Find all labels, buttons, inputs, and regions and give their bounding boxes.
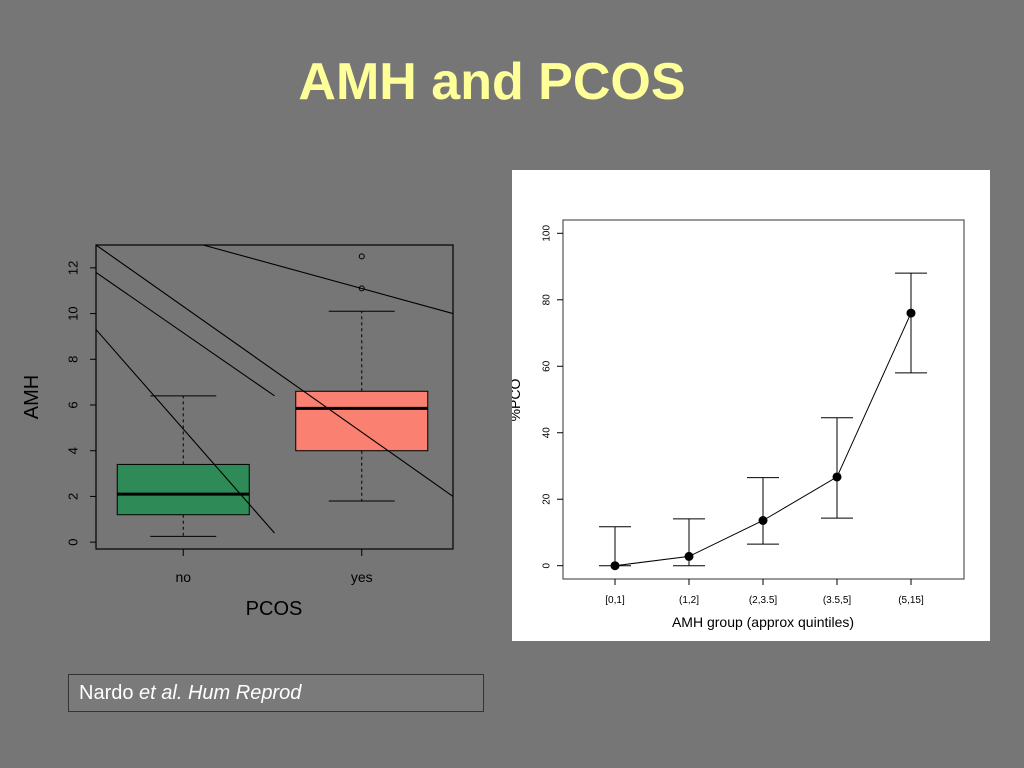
boxplot-outlier	[358, 253, 365, 260]
boxplot-outlier	[358, 285, 365, 292]
pco-x-tick-label: (5,15]	[898, 595, 924, 606]
boxplot-box-no	[116, 463, 250, 516]
pco-error-chart: 0 20 40 60 80 100 [0,1] (1,2] (2,3.5] (3.5,5] (5,…	[512, 170, 990, 641]
pco-data-point	[684, 551, 694, 561]
citation-author: Nardo	[79, 682, 134, 704]
pco-x-tick-label: (1,2]	[679, 595, 699, 606]
amh-boxplot: 0 2 4 6 8 10 12 no yes AMH PCOS	[21, 244, 454, 620]
citation-source: et al. Hum Reprod	[139, 682, 302, 704]
pco-chart-background	[512, 170, 990, 641]
boxplot-overlay-line	[95, 329, 275, 534]
citation-box: Nardo et al. Hum Reprod	[68, 674, 484, 712]
boxplot-y-tick-label: 6	[65, 401, 80, 408]
pco-data-point	[832, 472, 842, 482]
pco-x-tick-label: (2,3.5]	[749, 595, 778, 606]
boxplot-x-axis-label: PCOS	[246, 598, 303, 620]
pco-y-tick-label: 20	[542, 493, 553, 505]
pco-data-point	[906, 308, 916, 318]
pco-y-tick-label: 0	[542, 562, 553, 568]
boxplot-y-tick-label: 10	[65, 306, 80, 320]
pco-y-tick-label: 80	[542, 294, 553, 306]
pco-y-tick-label: 100	[542, 225, 553, 242]
pco-data-point	[610, 561, 620, 571]
pco-x-axis-label: AMH group (approx quintiles)	[672, 614, 854, 630]
pco-y-axis-label: %PCO	[512, 379, 523, 422]
boxplot-y-tick-label: 0	[65, 539, 80, 546]
boxplot-y-tick-label: 8	[65, 356, 80, 363]
slide-title: AMH and PCOS	[298, 53, 686, 111]
boxplot-y-tick-label: 2	[65, 493, 80, 500]
boxplot-x-tick-label: yes	[351, 569, 373, 585]
boxplot-overlay-line	[202, 244, 454, 315]
pco-x-tick-label: (3.5,5]	[823, 595, 852, 606]
pco-y-tick-label: 60	[542, 360, 553, 372]
boxplot-overlay-line	[95, 244, 454, 497]
boxplot-x-tick-label: no	[175, 569, 191, 585]
pco-data-point	[758, 515, 768, 525]
boxplot-y-axis-label: AMH	[21, 375, 43, 419]
pco-y-tick-label: 40	[542, 427, 553, 439]
boxplot-overlay-line	[95, 271, 275, 397]
boxplot-y-tick-label: 4	[65, 447, 80, 454]
boxplot-plot-frame	[95, 244, 454, 550]
boxplot-y-tick-label: 12	[65, 261, 80, 275]
pco-x-tick-label: [0,1]	[605, 595, 625, 606]
